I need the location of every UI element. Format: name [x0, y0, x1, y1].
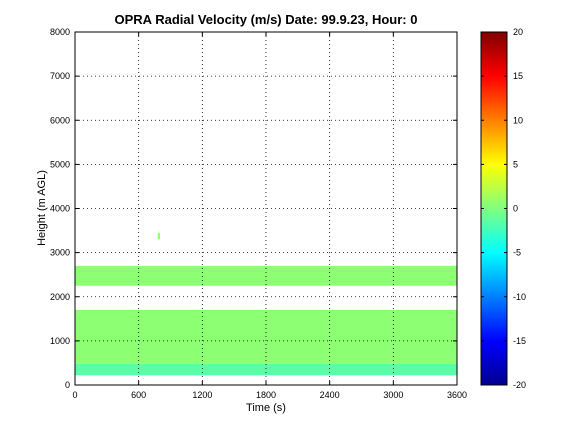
colorbar-tick-label: 15: [513, 71, 523, 81]
x-tick-label: 1800: [256, 390, 276, 400]
colorbar-tick-label: -20: [513, 380, 526, 390]
y-tick-label: 3000: [50, 248, 70, 258]
y-tick-label: 1000: [50, 336, 70, 346]
y-tick-label: 7000: [50, 71, 70, 81]
velocity-region-2: [75, 265, 457, 286]
x-tick-label: 1200: [192, 390, 212, 400]
y-tick-label: 4000: [50, 204, 70, 214]
y-axis-label: Height (m AGL): [36, 170, 48, 246]
x-tick-label: 3600: [447, 390, 467, 400]
y-axis: 0 1000 2000 3000 4000 5000 6000 7000 8000: [50, 27, 457, 390]
colorbar-tick-label: -10: [513, 292, 526, 302]
x-tick-label: 2400: [320, 390, 340, 400]
colorbar: [480, 31, 508, 386]
colorbar-ticks: 20 15 10 5 0 -5 -10 -15 -20: [481, 27, 526, 390]
colorbar-tick-label: 5: [513, 159, 518, 169]
x-tick-label: 600: [131, 390, 146, 400]
colorbar-tick-label: 0: [513, 204, 518, 214]
x-axis: 0 600 1200 1800 2400 3000 3600: [72, 32, 467, 400]
colorbar-tick-label: 10: [513, 115, 523, 125]
y-tick-label: 0: [65, 380, 70, 390]
colorbar-tick-label: -5: [513, 248, 521, 258]
chart-title: OPRA Radial Velocity (m/s) Date: 99.9.23…: [115, 12, 418, 27]
y-tick-label: 2000: [50, 292, 70, 302]
colorbar-tick-label: 20: [513, 27, 523, 37]
velocity-region-3: [157, 232, 160, 240]
x-tick-label: 3000: [383, 390, 403, 400]
colorbar-tick-label: -15: [513, 336, 526, 346]
y-tick-label: 6000: [50, 115, 70, 125]
x-axis-label: Time (s): [246, 402, 286, 414]
x-tick-label: 0: [72, 390, 77, 400]
y-tick-label: 8000: [50, 27, 70, 37]
y-tick-label: 5000: [50, 159, 70, 169]
velocity-region-0: [75, 363, 457, 376]
grid-lines: [75, 32, 457, 385]
